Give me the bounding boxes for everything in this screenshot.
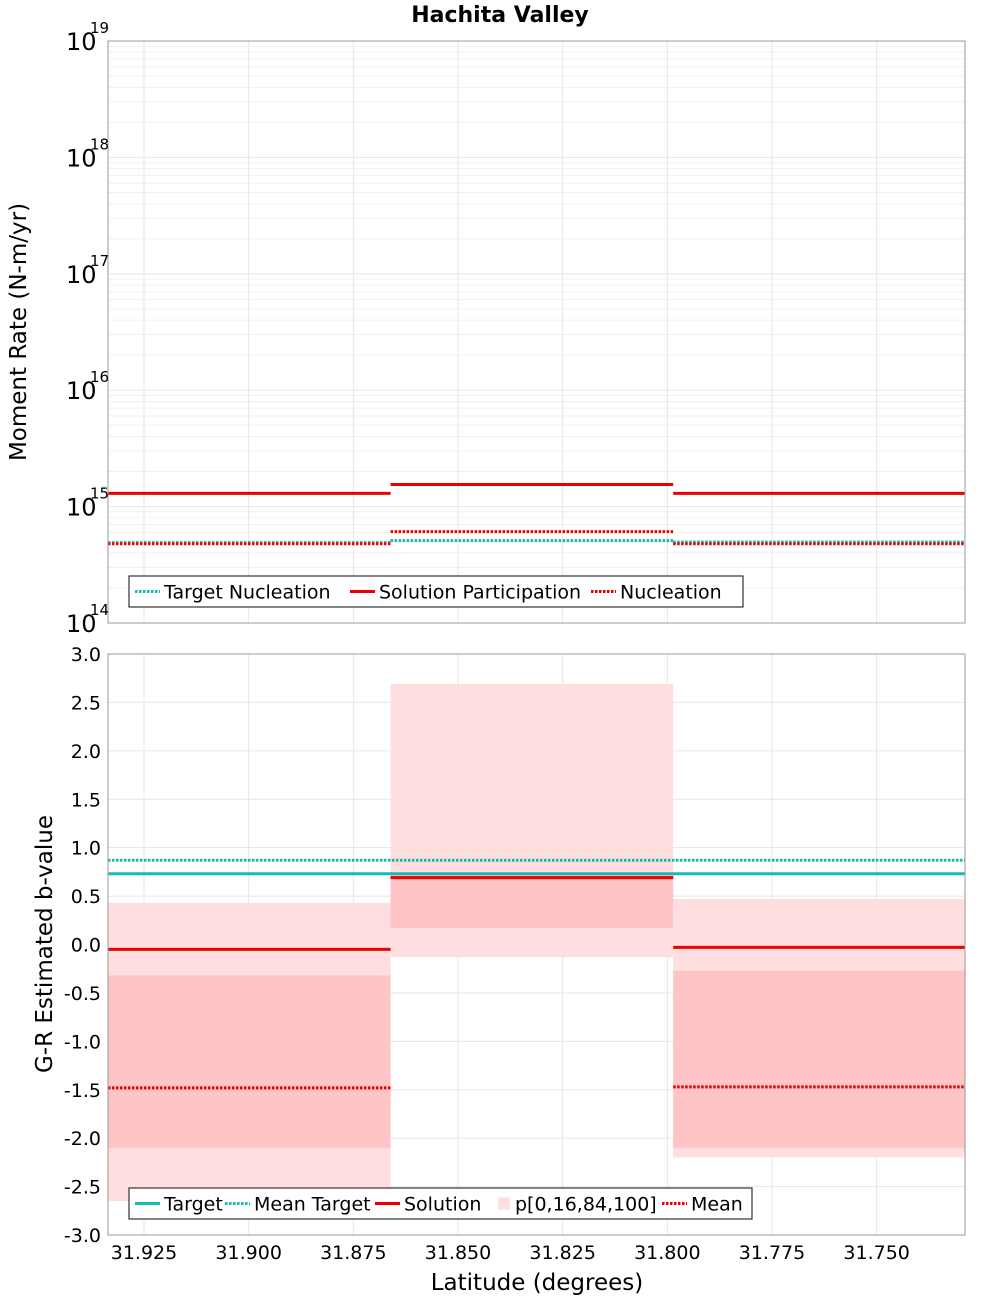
y-tick-label: -2.0 — [64, 1128, 101, 1150]
y-tick-label-base: 10 — [66, 144, 97, 172]
y-tick-label-base: 10 — [66, 494, 97, 522]
y-tick-label-exponent: 15 — [90, 485, 109, 503]
legend-swatch — [498, 1197, 510, 1210]
y-tick-label-exponent: 19 — [90, 19, 109, 37]
y-tick-label: 0.0 — [71, 935, 101, 957]
y-tick-label: 1.5 — [71, 789, 101, 811]
legend-label: p[0,16,84,100] — [515, 1194, 657, 1216]
percentile-band-inner — [673, 970, 965, 1148]
percentile-band-inner — [390, 874, 674, 929]
legend-box — [128, 575, 744, 608]
b-value-panel: -3.0 -2.5 -2.0 -1.5 -1.0 -0.5 0.0 0.5 1.0 1.5 2.0 2… — [32, 644, 966, 1296]
x-axis-label: Latitude (degrees) — [431, 1270, 644, 1296]
b-value-series — [108, 684, 965, 1202]
y-tick-label: 2.0 — [71, 741, 101, 763]
x-tick-label: 31.800 — [634, 1242, 700, 1264]
y-tick-label-base: 10 — [66, 610, 97, 638]
moment-rate-plot-frame — [107, 40, 966, 624]
moment-rate-series — [108, 482, 965, 546]
legend-box — [128, 1187, 753, 1220]
y-tick-label: -0.5 — [64, 983, 101, 1005]
legend-label: Solution Participation — [379, 582, 581, 604]
b-value-legend: Target Mean Target Solution p[0,16,84,100] M… — [128, 1187, 753, 1220]
x-tick-label: 31.875 — [320, 1242, 386, 1264]
y-tick-label: -1.5 — [64, 1080, 101, 1102]
y-tick-label: -3.0 — [64, 1225, 101, 1247]
y-tick-label-exponent: 16 — [90, 368, 109, 386]
x-tick-label: 31.825 — [529, 1242, 595, 1264]
y-tick-label-exponent: 18 — [90, 135, 109, 153]
x-tick-label: 31.900 — [215, 1242, 281, 1264]
y-tick-label: -2.5 — [64, 1177, 101, 1199]
percentile-band-inner — [108, 975, 391, 1148]
legend-label: Mean — [691, 1194, 743, 1216]
legend-label: Target — [163, 1194, 223, 1216]
b-value-y-ticks: -3.0 -2.5 -2.0 -1.5 -1.0 -0.5 0.0 0.5 1.0 1.5 2.0 2… — [64, 644, 101, 1247]
y-tick-label-base: 10 — [66, 377, 97, 405]
x-tick-label: 31.925 — [111, 1242, 177, 1264]
y-tick-label: 0.5 — [71, 886, 101, 908]
y-tick-label-exponent: 17 — [90, 252, 109, 270]
x-tick-label: 31.750 — [843, 1242, 909, 1264]
moment-rate-y-axis-label: Moment Rate (N-m/yr) — [6, 203, 32, 461]
moment-rate-legend: Target Nucleation Solution Participation N… — [128, 575, 744, 608]
y-tick-label: 2.5 — [71, 692, 101, 714]
y-tick-label-exponent: 14 — [90, 601, 109, 619]
b-value-plot-frame — [107, 653, 966, 1236]
y-tick-label: 1.0 — [71, 838, 101, 860]
x-tick-label: 31.775 — [739, 1242, 805, 1264]
y-tick-label: -1.0 — [64, 1031, 101, 1053]
legend-label: Target Nucleation — [163, 582, 331, 604]
y-tick-label: 3.0 — [71, 644, 101, 666]
moment-rate-grid — [108, 41, 965, 624]
legend-label: Mean Target — [254, 1194, 371, 1216]
y-tick-label-base: 10 — [66, 28, 97, 56]
y-tick-label-base: 10 — [66, 261, 97, 289]
figure-title: Hachita Valley — [411, 3, 589, 28]
x-ticks: 31.925 31.900 31.875 31.850 31.825 31.800 31.7… — [111, 1242, 910, 1264]
legend-label: Solution — [404, 1194, 481, 1216]
b-value-y-axis-label: G-R Estimated b-value — [32, 815, 58, 1073]
legend-label: Nucleation — [620, 582, 722, 604]
x-tick-label: 31.850 — [425, 1242, 491, 1264]
